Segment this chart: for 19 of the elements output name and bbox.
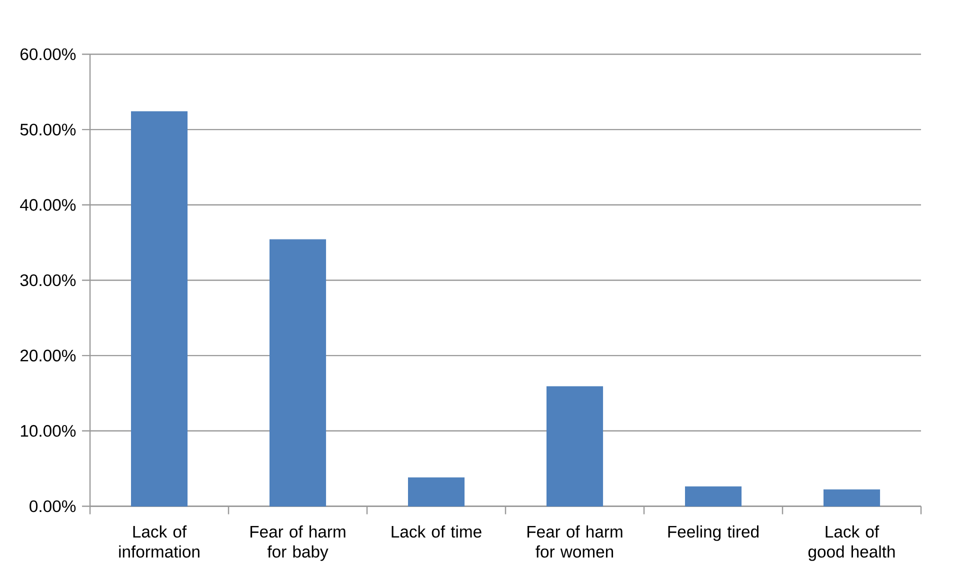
x-tick-label: Fear of harm for baby <box>250 525 346 561</box>
bar <box>546 386 604 506</box>
x-tick-label: Lack of time <box>392 525 482 538</box>
x-tick-label: Lack of good health <box>808 525 895 561</box>
y-tick-label: 20.00% <box>20 349 76 362</box>
bar <box>270 239 326 506</box>
x-tick-label: Lack of information <box>119 525 200 558</box>
bar <box>131 110 188 506</box>
bar <box>408 477 465 506</box>
y-tick-label: 50.00% <box>20 123 76 136</box>
y-tick-label: 40.00% <box>20 198 76 211</box>
bar <box>685 486 742 506</box>
y-tick-label: 60.00% <box>20 48 76 60</box>
bar <box>824 489 880 506</box>
y-tick-label: 0.00% <box>30 500 76 512</box>
x-tick-label: Feeling tired <box>668 525 758 541</box>
y-tick-label: 10.00% <box>20 424 76 437</box>
x-tick-label: Fear of harm for women <box>528 525 622 558</box>
y-tick-label: 30.00% <box>20 274 76 286</box>
